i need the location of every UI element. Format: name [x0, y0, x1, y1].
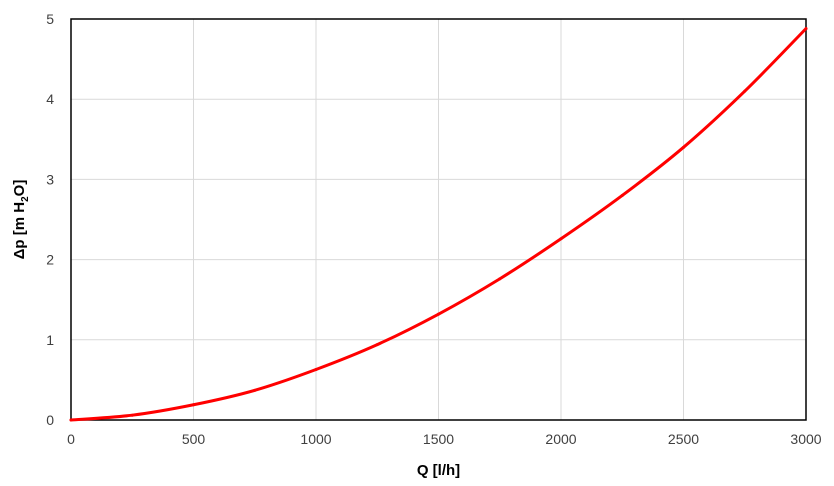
- x-axis-ticks: 0 500 1000 1500 2000 2500 3000: [67, 431, 822, 447]
- data-point: [682, 145, 685, 149]
- grid-lines: [70, 18, 807, 421]
- data-point: [437, 312, 440, 316]
- x-tick-label: 0: [67, 431, 75, 447]
- y-tick-label: 4: [46, 91, 54, 107]
- x-tick-label: 500: [182, 431, 206, 447]
- y-tick-label: 0: [46, 412, 54, 428]
- y-axis-title: Δp [m H2O]: [11, 180, 31, 260]
- y-tick-label: 5: [46, 11, 54, 27]
- y-tick-label: 2: [46, 252, 54, 268]
- y-axis-title-suffix: O]: [11, 180, 28, 197]
- plot-area-frame: [70, 18, 807, 421]
- x-tick-label: 3000: [790, 431, 821, 447]
- x-tick-label: 1500: [423, 431, 454, 447]
- series-line: [69, 27, 808, 422]
- data-point: [130, 413, 134, 417]
- data-point: [498, 277, 502, 281]
- y-axis-ticks: 0 1 2 3 4 5: [46, 11, 54, 428]
- x-tick-label: 2500: [668, 431, 699, 447]
- series-layer: [69, 27, 808, 422]
- data-point: [743, 89, 747, 93]
- x-tick-label: 1000: [300, 431, 331, 447]
- data-point: [804, 27, 808, 31]
- y-tick-label: 3: [46, 171, 54, 187]
- data-point: [253, 388, 257, 392]
- data-point: [559, 237, 563, 241]
- y-tick-label: 1: [46, 332, 54, 348]
- data-point: [375, 343, 379, 347]
- y-axis-title-subscript: 2: [20, 196, 31, 202]
- data-point: [69, 418, 73, 422]
- y-axis-title-prefix: Δp [m H: [11, 202, 28, 259]
- data-point: [620, 193, 624, 197]
- data-point: [192, 403, 195, 407]
- data-point: [314, 367, 318, 371]
- x-axis-title: Q [l/h]: [417, 462, 460, 479]
- x-tick-label: 2000: [545, 431, 576, 447]
